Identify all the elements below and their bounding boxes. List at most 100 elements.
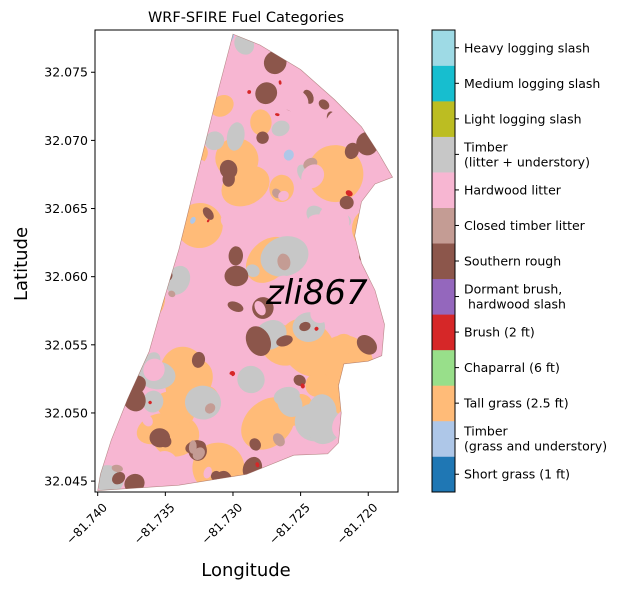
colorbar-swatch [432, 243, 455, 280]
fuel-patch [191, 289, 224, 326]
fuel-patch [275, 113, 280, 117]
map-plot-area [94, 29, 399, 493]
fuel-patch [280, 88, 309, 113]
colorbar-label: Chaparral (6 ft) [464, 360, 560, 375]
colorbar-label: Short grass (1 ft) [464, 467, 570, 482]
fuel-patch [318, 204, 350, 239]
fuel-patch [142, 390, 164, 413]
fuel-patch [305, 372, 330, 397]
fuel-patch [271, 120, 290, 137]
colorbar-swatch [432, 172, 455, 208]
colorbar-swatch [432, 349, 455, 386]
y-axis-ticks: 32.045 32.050 32.055 32.060 32.065 32.070 32.0… [44, 65, 95, 489]
fuel-patch [310, 304, 330, 324]
fuel-patch [276, 335, 293, 347]
colorbar-label: Timber (litter + understory) [463, 139, 590, 169]
fuel-patch [339, 195, 354, 210]
fuel-patch [318, 99, 330, 110]
fuel-patch [168, 290, 176, 298]
fuel-patch [256, 131, 269, 144]
colorbar-label: Timber (grass and understory) [463, 424, 607, 454]
fuel-patch [302, 271, 331, 300]
colorbar-swatch [432, 278, 455, 315]
fuel-patch [245, 326, 271, 356]
y-tick-label: 32.050 [44, 405, 88, 420]
fuel-patch [151, 451, 178, 478]
fuel-patch [228, 246, 244, 266]
y-tick-label: 32.055 [44, 337, 88, 352]
x-tick-label: −81.720 [334, 500, 381, 547]
x-axis-label: Longitude [201, 560, 291, 581]
x-tick-label: −81.740 [63, 500, 110, 547]
fuel-colorbar: Short grass (1 ft) Timber (grass and under… [431, 29, 607, 493]
fuel-patch [332, 333, 354, 355]
x-axis-ticks: −81.740 −81.735 −81.730 −81.725 −81.720 [63, 492, 381, 547]
fuel-patch [255, 82, 278, 105]
plot-frame [94, 29, 399, 493]
fuel-patch [277, 390, 303, 417]
x-tick-label: −81.735 [131, 500, 178, 547]
fuel-patch [111, 464, 123, 473]
fuel-patch [271, 275, 303, 314]
fuel-patch [314, 326, 319, 331]
colorbar-swatch [432, 136, 455, 173]
fuel-patch [226, 122, 245, 151]
fuel-patch [255, 462, 260, 468]
y-tick-label: 32.060 [44, 269, 88, 284]
y-tick-label: 32.075 [44, 65, 88, 80]
colorbar-label: Tall grass (2.5 ft) [463, 396, 569, 411]
fuel-patch [307, 408, 343, 445]
fuel-patch [237, 365, 265, 394]
y-axis-label: Latitude [11, 227, 32, 301]
colorbar-swatch [432, 65, 455, 102]
y-tick-label: 32.070 [44, 133, 88, 148]
colorbar-swatch [432, 456, 455, 493]
fuel-patch [300, 383, 305, 389]
fuel-patch [247, 90, 252, 94]
colorbar-label: Brush (2 ft) [464, 325, 535, 340]
fuel-patch [293, 374, 306, 387]
fuel-patch [325, 109, 357, 142]
fuel-patch [278, 190, 289, 201]
fuel-patch [250, 109, 272, 136]
colorbar-swatch [432, 385, 455, 422]
colorbar-swatch [432, 30, 455, 66]
y-tick-label: 32.065 [44, 201, 88, 216]
fuel-region-edge [97, 33, 394, 491]
fuel-patch [222, 171, 235, 187]
fuel-patch [227, 301, 244, 312]
fuel-patch [202, 207, 214, 220]
colorbar-swatch [432, 420, 455, 457]
fuel-patch [210, 470, 221, 481]
fuel-patch [299, 321, 311, 332]
colorbar-label: Medium logging slash [464, 76, 600, 91]
fuel-patch [344, 142, 359, 160]
colorbar-swatch [432, 314, 455, 351]
fuel-patch [210, 95, 234, 117]
fuel-patch [278, 80, 282, 85]
fuel-patch [220, 212, 237, 229]
fuel-patch [204, 131, 225, 151]
watermark: zli867 [265, 273, 368, 313]
colorbar-label: Closed timber litter [464, 218, 586, 233]
colorbar-label: Hardwood litter [464, 182, 562, 197]
fuel-patch [224, 265, 249, 287]
x-tick-label: −81.725 [266, 500, 313, 547]
colorbar-label: Dormant brush, hardwood slash [464, 282, 566, 312]
fuel-patch [254, 301, 266, 316]
fuel-patch [148, 400, 152, 405]
colorbar-label: Light logging slash [464, 111, 582, 126]
fuel-patch [277, 253, 291, 271]
colorbar-frame [431, 29, 456, 493]
fuel-patch [222, 374, 233, 384]
colorbar-label: Heavy logging slash [464, 40, 590, 55]
fuel-patch [206, 219, 210, 223]
fuel-patch [345, 190, 353, 197]
map-title: WRF-SFIRE Fuel Categories [148, 10, 344, 26]
fuel-patch [190, 216, 196, 224]
fuel-patch [356, 334, 377, 355]
colorbar-label: Southern rough [464, 254, 561, 269]
fuel-patch [307, 145, 364, 203]
fuel-patch [245, 264, 260, 277]
